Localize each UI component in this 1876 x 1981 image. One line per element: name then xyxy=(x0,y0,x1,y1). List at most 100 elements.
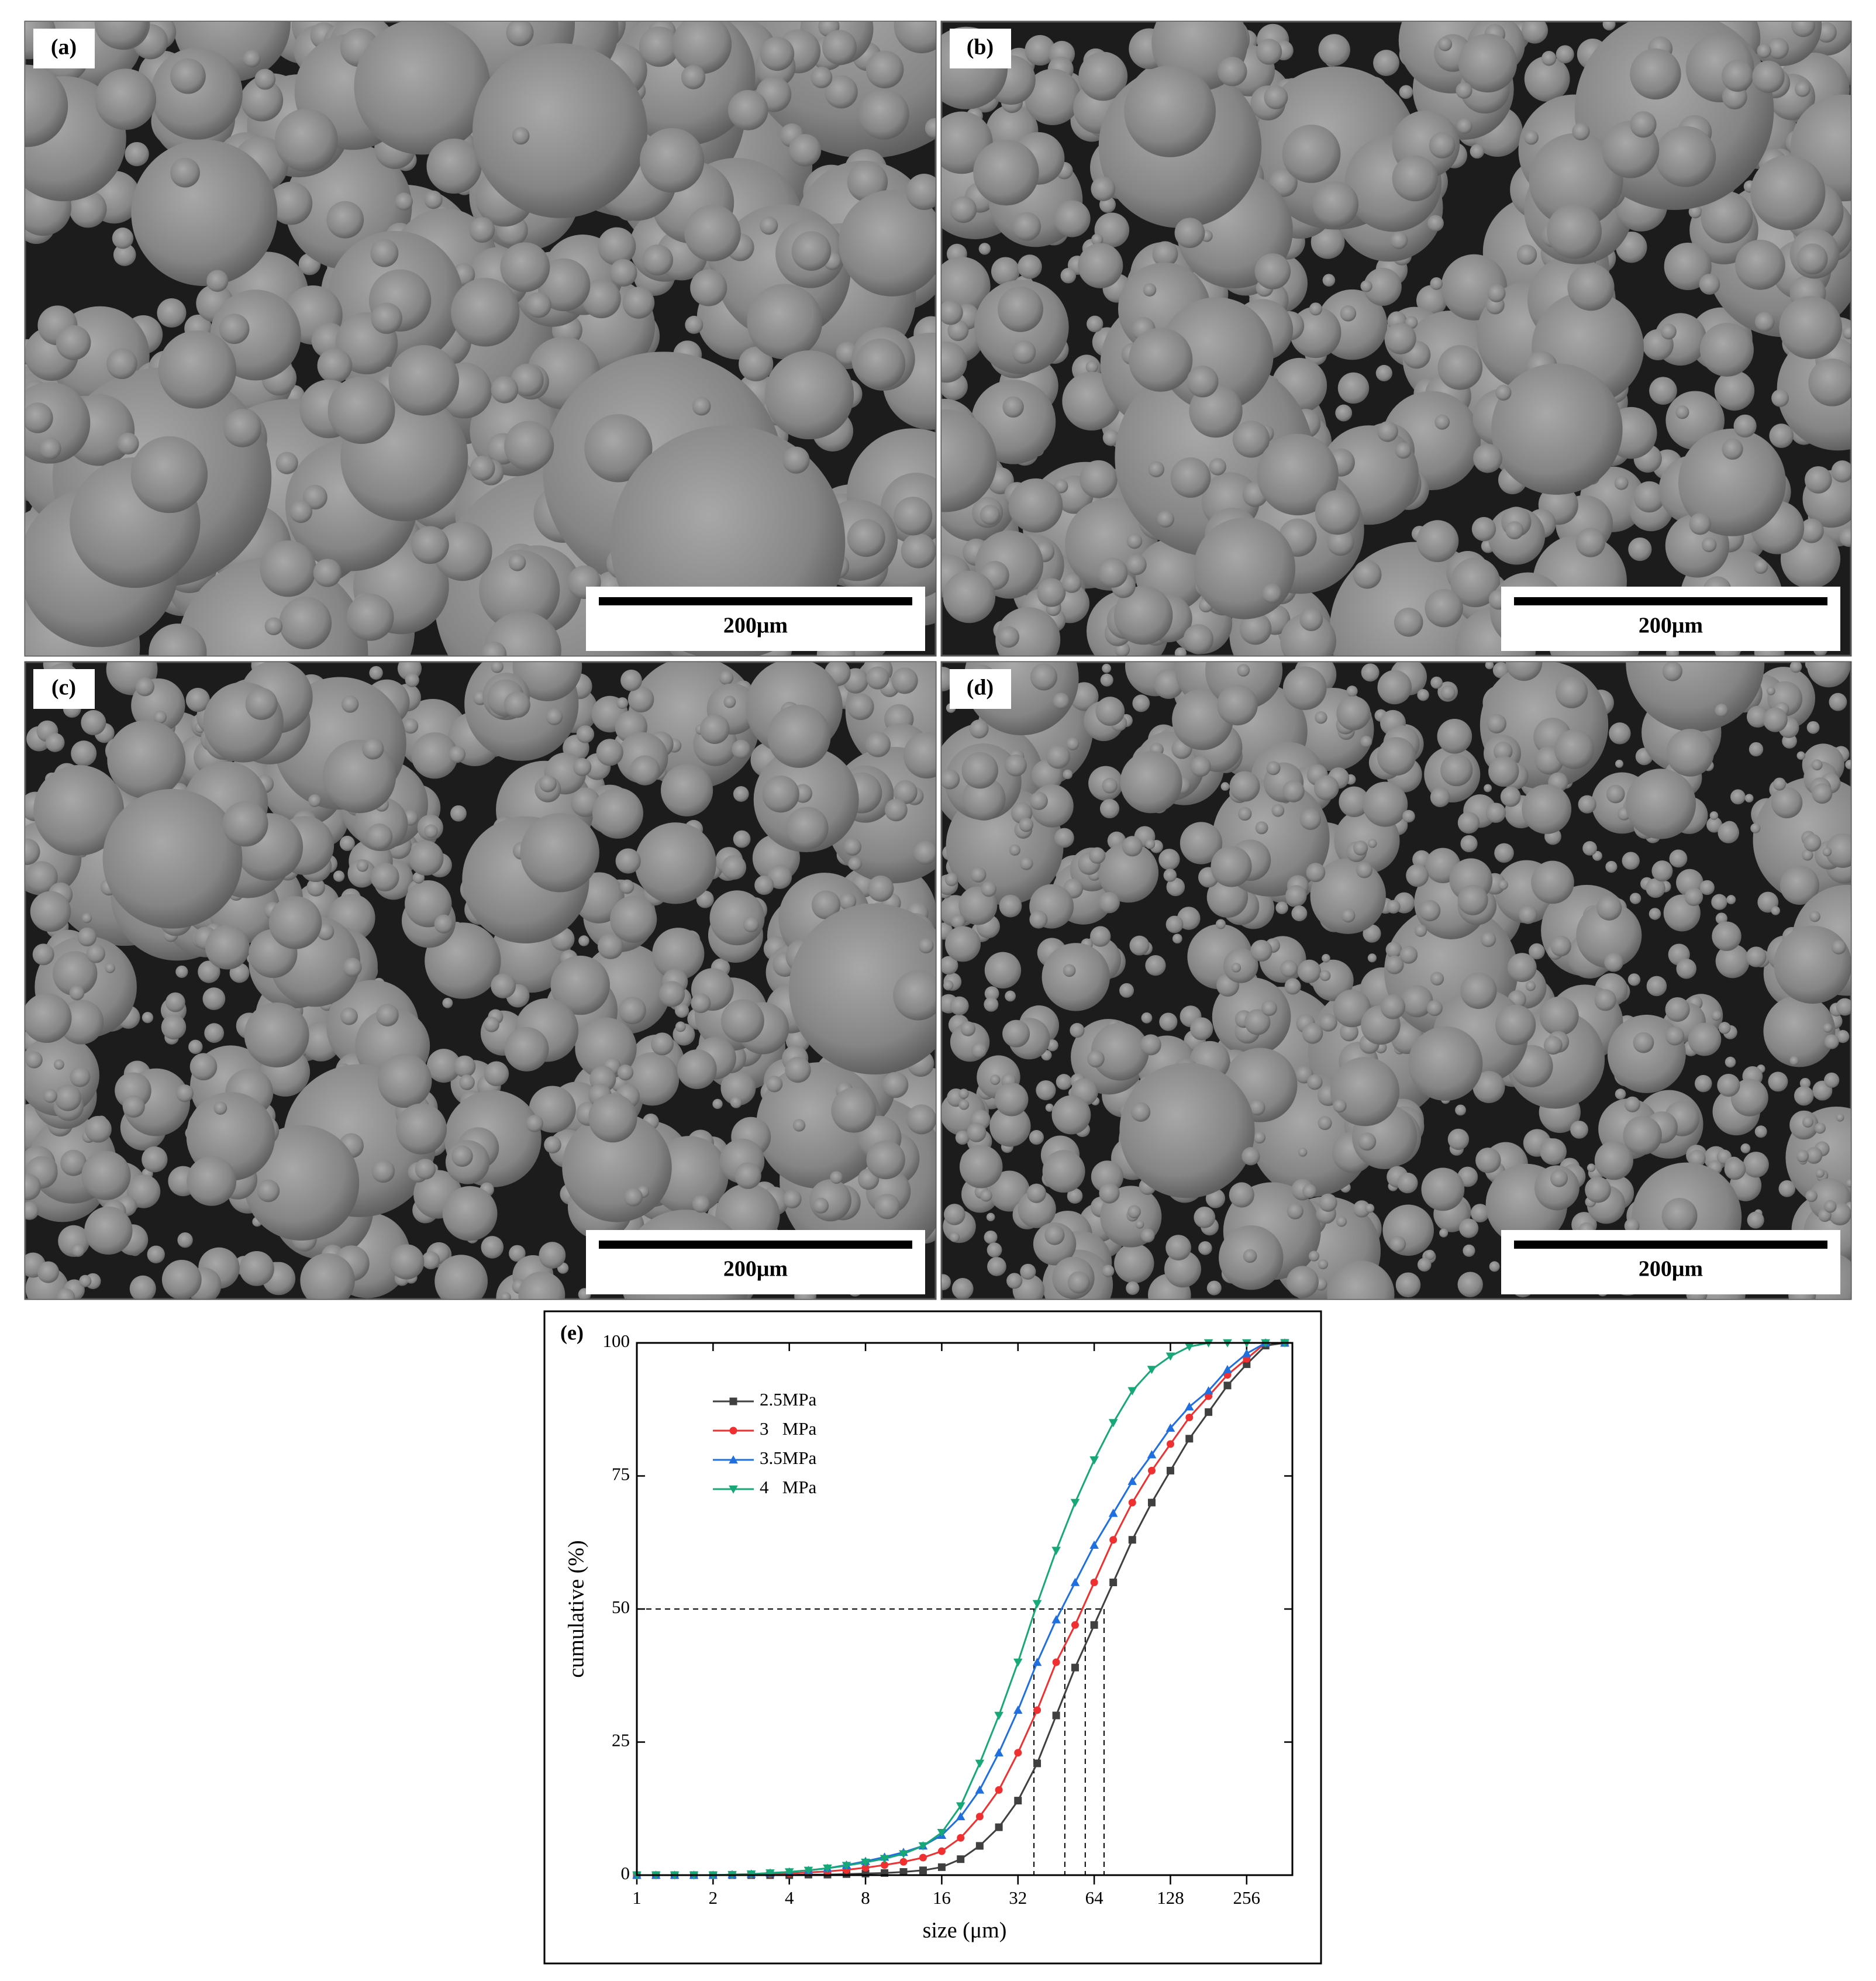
particle xyxy=(813,1197,829,1214)
particle xyxy=(1194,1207,1216,1228)
particle xyxy=(1223,948,1258,983)
marker xyxy=(975,1759,985,1768)
particle xyxy=(341,695,359,713)
particle xyxy=(205,925,250,970)
particle xyxy=(1416,285,1447,316)
particle xyxy=(1602,22,1616,31)
particle xyxy=(692,1195,710,1213)
particle xyxy=(1307,1074,1323,1090)
particle xyxy=(1333,989,1371,1028)
particle xyxy=(615,848,641,874)
particle xyxy=(791,231,832,271)
particle xyxy=(1319,970,1331,981)
particle xyxy=(1485,802,1506,823)
particle xyxy=(274,108,338,172)
marker xyxy=(803,1866,813,1875)
particle xyxy=(1053,693,1070,709)
particle xyxy=(1440,685,1456,700)
particle xyxy=(449,746,466,763)
particle xyxy=(1399,85,1413,99)
particle xyxy=(1141,1012,1153,1024)
particle xyxy=(1718,1022,1731,1034)
particle xyxy=(1078,51,1128,101)
particle xyxy=(1791,22,1816,37)
particle xyxy=(1606,784,1625,804)
particle xyxy=(1229,771,1260,802)
marker xyxy=(1108,1419,1118,1428)
particle xyxy=(1360,735,1372,748)
marker xyxy=(975,1842,984,1850)
particle xyxy=(762,775,799,813)
particle xyxy=(1604,952,1623,972)
particle xyxy=(484,611,561,656)
particle xyxy=(1085,360,1098,373)
particle xyxy=(25,993,72,1043)
particle xyxy=(1623,1116,1662,1155)
particle xyxy=(81,913,92,924)
particle xyxy=(1309,302,1322,316)
particle xyxy=(511,363,544,397)
marker xyxy=(1033,1706,1042,1714)
particle xyxy=(906,174,936,210)
particle xyxy=(1051,1095,1091,1135)
particle xyxy=(370,862,399,891)
particle xyxy=(1302,1184,1317,1198)
particle xyxy=(989,1105,1031,1147)
particle xyxy=(433,522,492,581)
particle xyxy=(1174,647,1187,656)
particle xyxy=(520,813,599,893)
marker xyxy=(880,1855,889,1863)
particle xyxy=(1019,856,1033,870)
particle xyxy=(1098,842,1159,903)
particle xyxy=(865,50,904,89)
sem-image: (b) 200μm xyxy=(940,20,1852,657)
particle xyxy=(459,1074,475,1090)
particle xyxy=(550,955,610,1015)
particle xyxy=(1717,1073,1740,1097)
marker xyxy=(1166,1440,1174,1448)
particle xyxy=(1282,666,1327,710)
particle xyxy=(1164,1250,1201,1288)
particle xyxy=(894,22,936,54)
particle xyxy=(451,278,520,347)
particle xyxy=(1669,849,1688,868)
particle xyxy=(1006,1273,1023,1289)
particle xyxy=(32,943,54,966)
particle xyxy=(198,960,220,983)
particle xyxy=(609,259,637,287)
particle xyxy=(25,402,53,433)
particle xyxy=(1507,953,1537,983)
particles xyxy=(25,662,936,1299)
marker xyxy=(1165,1352,1175,1361)
particle xyxy=(470,456,495,481)
particle xyxy=(279,597,332,650)
particle xyxy=(1630,48,1681,100)
particle xyxy=(1458,33,1518,93)
particle xyxy=(1284,978,1301,995)
particle xyxy=(672,22,732,74)
particle xyxy=(1275,901,1288,914)
particle xyxy=(1711,894,1727,910)
x-tick-label: 1 xyxy=(632,1887,642,1908)
particle xyxy=(1198,1241,1212,1255)
particle xyxy=(1360,280,1372,292)
particle xyxy=(112,228,134,249)
particle xyxy=(1425,588,1463,628)
particle xyxy=(719,670,733,685)
particle xyxy=(269,181,313,225)
particle xyxy=(1823,1023,1833,1033)
chart-frame xyxy=(543,1310,1322,1965)
particle xyxy=(1799,1077,1811,1089)
particle xyxy=(1570,1121,1588,1139)
particle xyxy=(1771,389,1789,407)
particle xyxy=(130,436,208,514)
particle xyxy=(839,190,936,297)
particle xyxy=(327,377,395,445)
particle xyxy=(942,956,958,975)
particle xyxy=(782,1190,802,1209)
y-tick-label: 100 xyxy=(603,1331,630,1351)
particle xyxy=(1531,860,1574,904)
particle xyxy=(1473,443,1502,473)
particle xyxy=(822,30,857,65)
particle xyxy=(105,963,115,973)
